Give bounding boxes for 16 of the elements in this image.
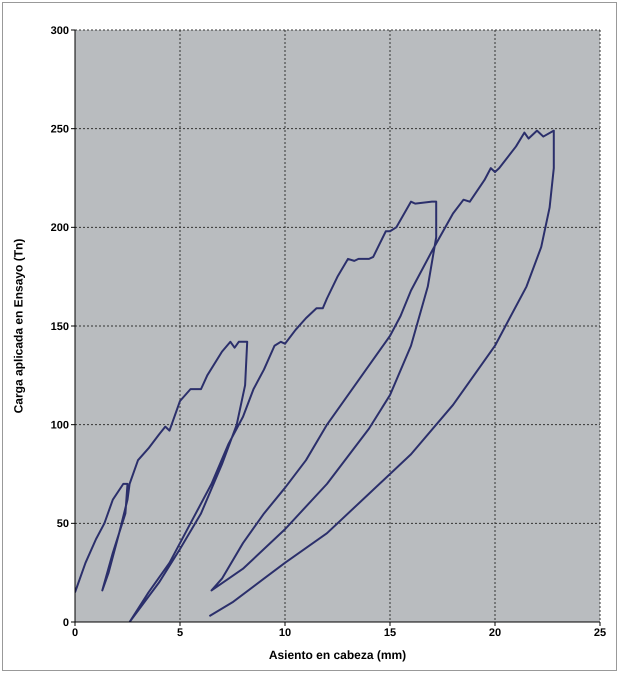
x-tick-label: 25	[594, 626, 606, 639]
x-tick-label: 20	[488, 626, 502, 639]
y-tick-label: 200	[50, 222, 69, 234]
y-tick-label: 250	[50, 124, 69, 136]
y-tick-label: 50	[56, 518, 69, 530]
y-tick-label: 150	[50, 320, 69, 333]
x-tick-label: 10	[278, 626, 292, 639]
x-tick-label: 15	[384, 626, 396, 639]
line-series	[75, 130, 555, 622]
x-tick-label: 5	[176, 626, 184, 639]
x-axis-title: Asiento en cabeza (mm)	[268, 648, 406, 662]
x-tick-label: 0	[72, 626, 78, 639]
y-axis-title: Carga aplicada en Ensayo (Tn)	[11, 238, 26, 414]
y-tick-label: 300	[50, 24, 69, 37]
y-tick-label: 100	[50, 420, 69, 432]
y-tick-label: 0	[62, 616, 69, 629]
